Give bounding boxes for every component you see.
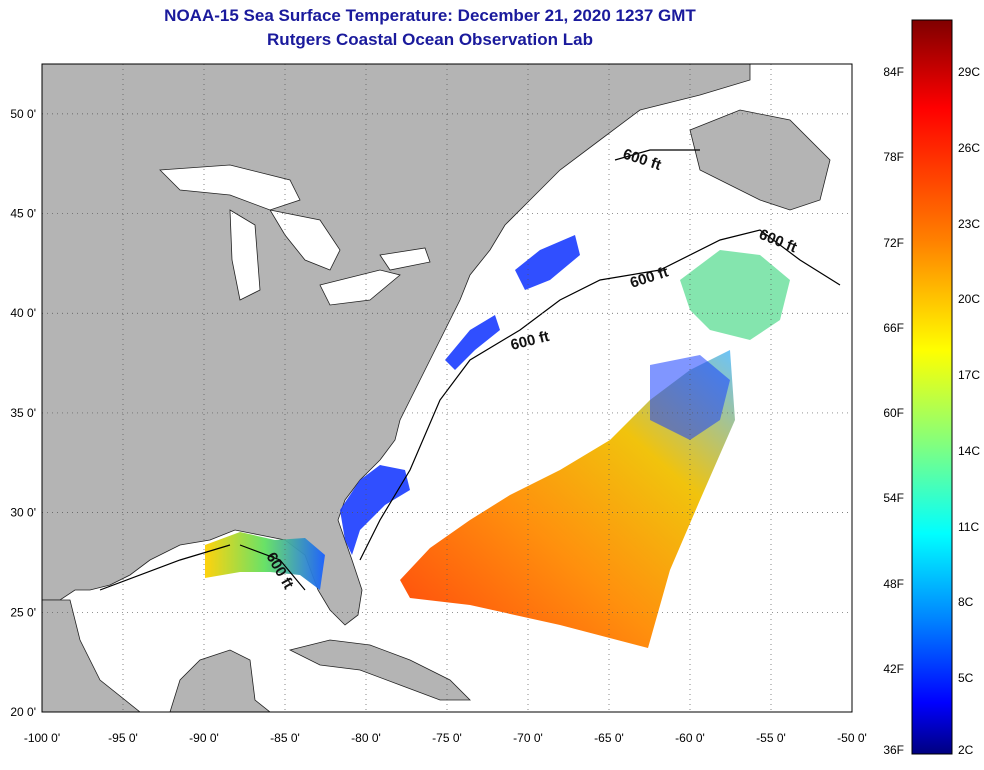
colorbar-c-label: 17C: [958, 368, 981, 383]
colorbar-c-label: 23C: [958, 216, 981, 231]
lon-tick-label: -85 0': [270, 731, 300, 745]
colorbar-f-label: 84F: [883, 65, 904, 79]
isobath-600ft: [99, 149, 841, 591]
colorbar-c-label: 2C: [958, 743, 974, 757]
colorbar-f-label: 66F: [883, 320, 904, 335]
land-newfoundland: [689, 109, 831, 211]
lon-tick-label: -55 0': [756, 731, 786, 745]
lon-tick-label: -100 0': [24, 731, 60, 745]
lat-tick-label: 35 0': [10, 406, 36, 420]
colorbar-f-label: 78F: [883, 150, 904, 165]
lon-tick-label: -70 0': [513, 731, 543, 745]
lat-tick-label: 30 0': [10, 506, 36, 520]
colorbar-f-label: 72F: [883, 235, 904, 250]
lat-tick-label: 20 0': [10, 705, 36, 719]
land-mexico: [42, 599, 271, 712]
colorbar-c-label: 26C: [958, 140, 981, 155]
colorbar-f-label: 42F: [883, 661, 904, 676]
lon-tick-label: -50 0': [837, 731, 867, 745]
lat-tick-label: 50 0': [10, 107, 36, 121]
map-title: NOAA-15 Sea Surface Temperature: Decembe…: [164, 6, 696, 25]
plot-frame: [41, 63, 853, 713]
colorbar-c-label: 5C: [958, 671, 974, 686]
longitude-ticks: -100 0' -95 0' -90 0' -85 0' -80 0' -75 0' -70…: [24, 731, 867, 745]
colorbar-c-label: 20C: [958, 292, 981, 307]
lon-tick-label: -80 0': [351, 731, 381, 745]
lon-tick-label: -75 0': [432, 731, 462, 745]
lon-tick-label: -60 0': [675, 731, 705, 745]
colorbar-f-label: 60F: [883, 406, 904, 420]
colorbar-c-label: 14C: [958, 443, 981, 458]
lon-tick-label: -90 0': [189, 731, 219, 745]
sst-atlantic-swath: [400, 350, 735, 648]
lon-tick-label: -95 0': [108, 731, 138, 745]
lat-tick-label: 25 0': [10, 605, 36, 619]
colorbar-c-label: 29C: [958, 65, 981, 79]
lat-tick-label: 45 0': [10, 207, 36, 221]
latitude-ticks: 20 0' 25 0' 30 0' 35 0' 40 0' 45 0' 50 0': [10, 107, 36, 719]
sst-gulf-patch: [205, 532, 325, 590]
lat-lon-grid: [42, 64, 852, 712]
colorbar-f-label: 36F: [883, 743, 904, 757]
colorbar-f-label: 54F: [883, 491, 904, 506]
sst-cold-coastal: [340, 235, 580, 555]
lat-tick-label: 40 0': [10, 306, 36, 320]
colorbar-c-label: 11C: [958, 519, 980, 534]
sst-cold-offshore: [650, 355, 730, 440]
sst-cool-shelf: [680, 250, 790, 340]
land-cuba: [288, 639, 471, 701]
colorbar-f-label: 48F: [883, 576, 904, 591]
lon-tick-label: -65 0': [594, 731, 624, 745]
colorbar-c-label: 8C: [958, 595, 974, 610]
colorbar: [911, 19, 953, 755]
map-subtitle: Rutgers Coastal Ocean Observation Lab: [267, 30, 593, 49]
